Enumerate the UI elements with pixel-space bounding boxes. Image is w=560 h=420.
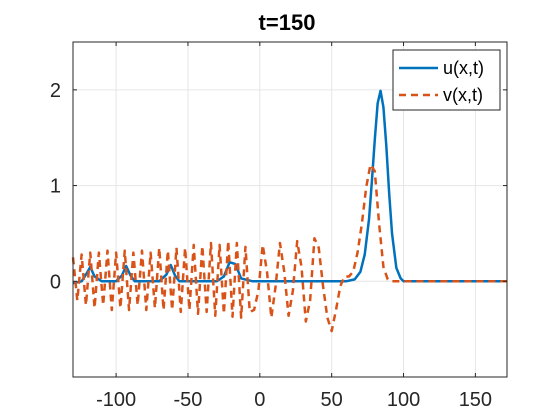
series-line-v	[71, 163, 507, 333]
legend: u(x,t) v(x,t)	[392, 49, 501, 111]
legend-label-v: v(x,t)	[443, 85, 483, 105]
x-tick-label: -100	[96, 389, 136, 411]
legend-box	[392, 49, 501, 111]
chart-title: t=150	[259, 10, 316, 35]
x-tick-label: 150	[459, 389, 492, 411]
tick-layer: -100 -50 0 50 100 150 0 1 2	[50, 42, 507, 411]
legend-label-u: u(x,t)	[443, 58, 484, 78]
y-tick-label: 0	[50, 271, 61, 293]
x-tick-label: 50	[321, 389, 343, 411]
x-tick-label: -50	[174, 389, 203, 411]
series-line-u	[72, 89, 507, 285]
y-tick-label: 1	[50, 176, 61, 198]
x-tick-label: 0	[254, 389, 265, 411]
x-tick-label: 100	[387, 389, 420, 411]
y-tick-label: 2	[50, 80, 61, 102]
plot-box	[72, 41, 508, 378]
series-layer	[71, 89, 507, 333]
